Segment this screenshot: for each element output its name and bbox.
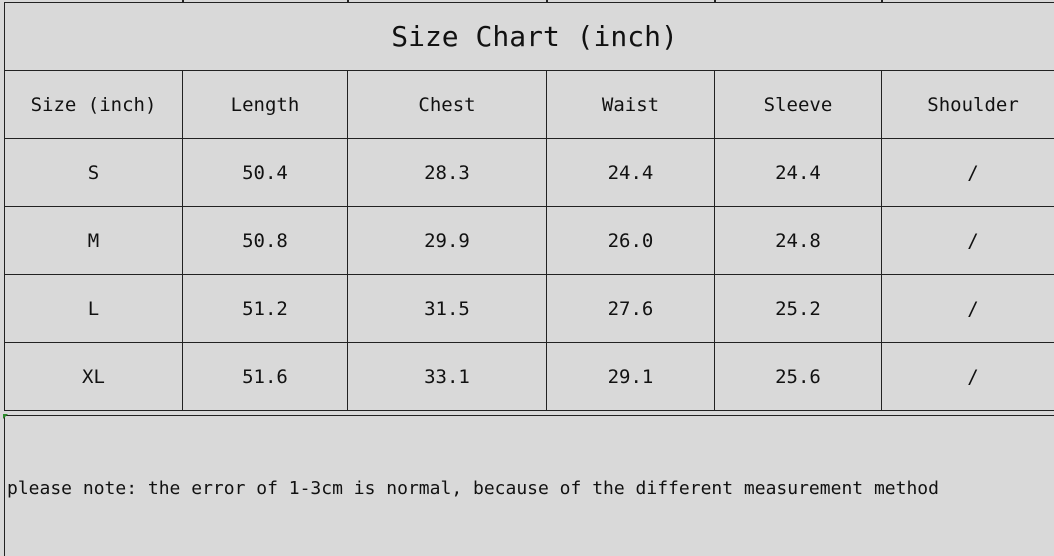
cell: L xyxy=(5,275,183,343)
cell: 25.2 xyxy=(715,275,882,343)
cell: / xyxy=(882,207,1054,275)
header-cell: Length xyxy=(183,71,348,139)
cell: 24.4 xyxy=(715,139,882,207)
cell: 24.8 xyxy=(715,207,882,275)
header-cell: Shoulder xyxy=(882,71,1054,139)
gridline xyxy=(182,0,184,3)
cell: 50.4 xyxy=(183,139,348,207)
size-chart-table: Size Chart (inch) Size (inch) Length Che… xyxy=(4,2,1054,411)
cell-marker xyxy=(3,414,8,419)
cell: 51.2 xyxy=(183,275,348,343)
cell: 26.0 xyxy=(547,207,715,275)
gridline xyxy=(546,0,548,3)
cell: 27.6 xyxy=(547,275,715,343)
table-title: Size Chart (inch) xyxy=(5,3,1054,71)
cell: 51.6 xyxy=(183,343,348,411)
header-row: Size (inch) Length Chest Waist Sleeve Sh… xyxy=(5,71,1054,139)
cell: / xyxy=(882,139,1054,207)
note-cell: please note: the error of 1-3cm is norma… xyxy=(4,415,1054,556)
header-cell: Chest xyxy=(348,71,547,139)
header-cell: Sleeve xyxy=(715,71,882,139)
note-text: please note: the error of 1-3cm is norma… xyxy=(7,478,939,499)
gridline xyxy=(714,0,716,3)
cell: M xyxy=(5,207,183,275)
cell: 28.3 xyxy=(348,139,547,207)
cell: 33.1 xyxy=(348,343,547,411)
cell: S xyxy=(5,139,183,207)
cell: 50.8 xyxy=(183,207,348,275)
cell: 29.9 xyxy=(348,207,547,275)
cell: 31.5 xyxy=(348,275,547,343)
header-cell: Size (inch) xyxy=(5,71,183,139)
header-cell: Waist xyxy=(547,71,715,139)
cell: XL xyxy=(5,343,183,411)
gridline xyxy=(881,0,883,3)
cell: / xyxy=(882,343,1054,411)
cell: 25.6 xyxy=(715,343,882,411)
cell: 29.1 xyxy=(547,343,715,411)
gridline xyxy=(347,0,349,3)
cell: / xyxy=(882,275,1054,343)
cell: 24.4 xyxy=(547,139,715,207)
